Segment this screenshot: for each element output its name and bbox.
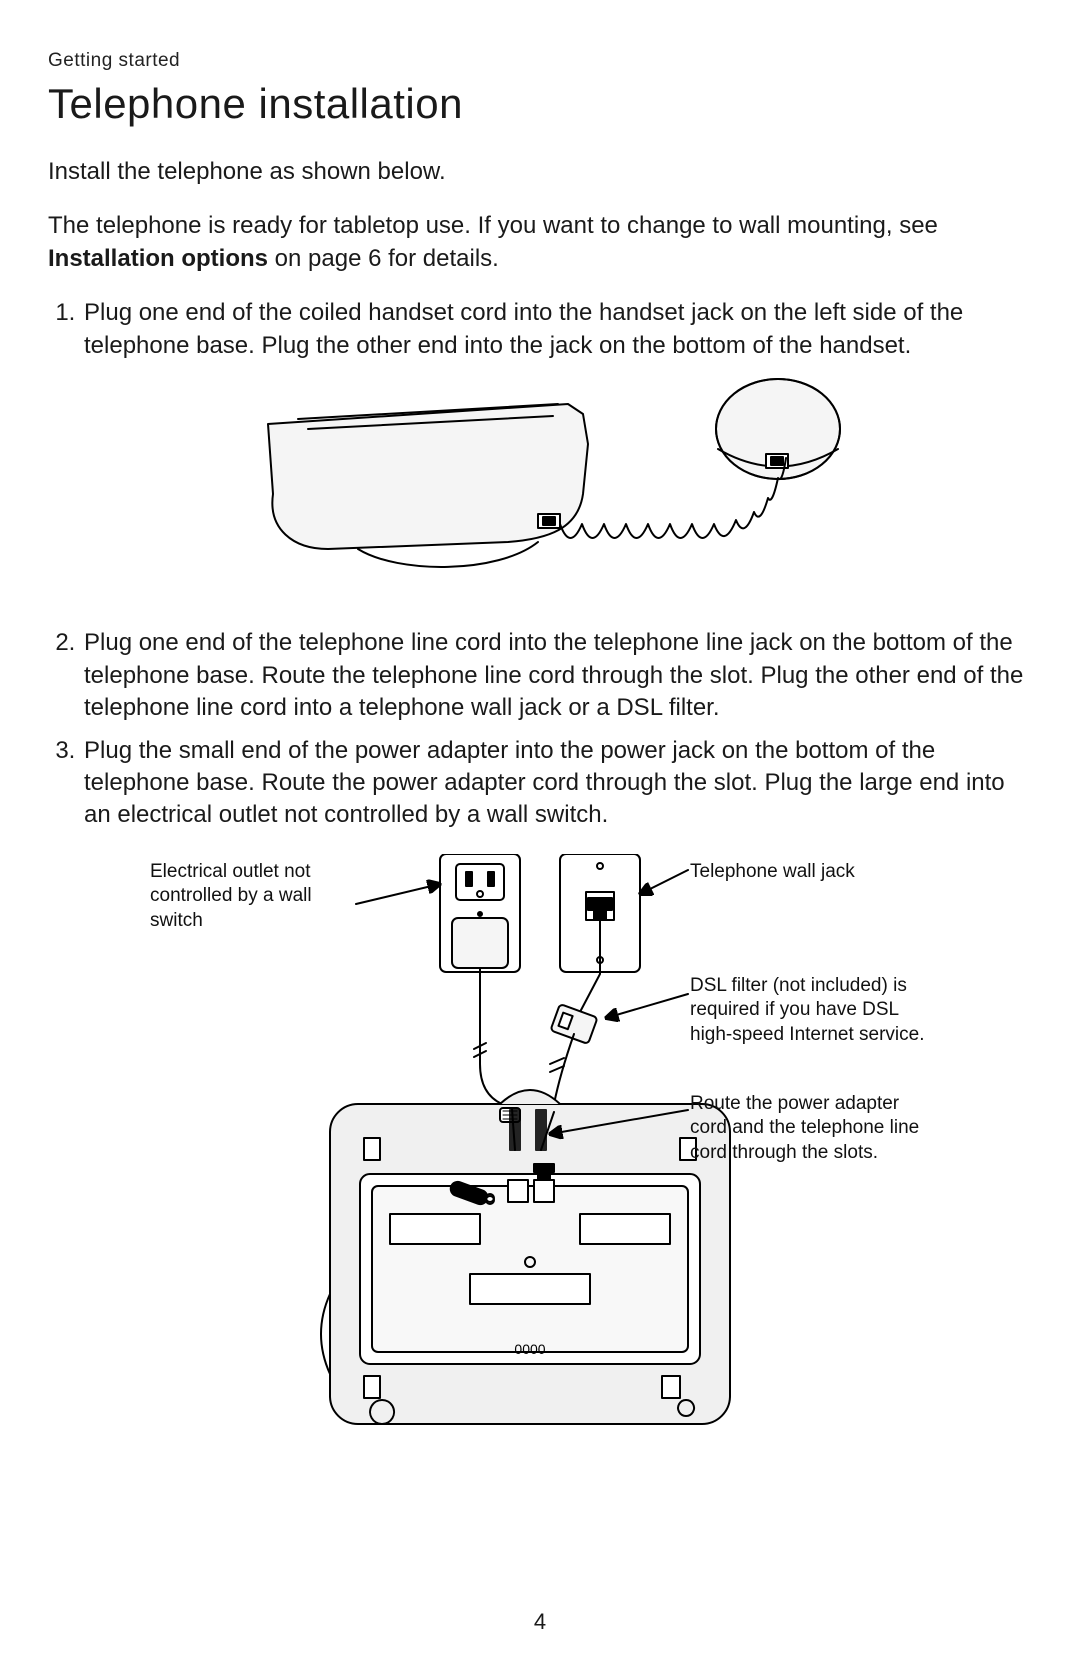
section-label: Getting started	[48, 50, 1032, 72]
intro-paragraph: Install the telephone as shown below.	[48, 156, 1032, 188]
step-1-text: Plug one end of the coiled handset cord …	[84, 299, 963, 358]
page-title: Telephone installation	[48, 80, 1032, 128]
figure-connections: Electrical outlet not controlled by a wa…	[150, 854, 930, 1439]
figure-handset-cord	[238, 374, 878, 613]
para2-pre: The telephone is ready for tabletop use.…	[48, 212, 938, 239]
handset-diagram-svg	[238, 374, 878, 604]
manual-page: Getting started Telephone installation I…	[0, 0, 1080, 1665]
callout-route: Route the power adapter cord and the tel…	[690, 1092, 930, 1166]
step-2: Plug one end of the telephone line cord …	[82, 627, 1032, 724]
para2-post: on page 6 for details.	[268, 245, 499, 272]
base-serial: 0000	[514, 1341, 545, 1357]
step-3: Plug the small end of the power adapter …	[82, 735, 1032, 832]
para2-bold: Installation options	[48, 245, 268, 272]
callout-outlet: Electrical outlet not controlled by a wa…	[150, 860, 360, 934]
mounting-paragraph: The telephone is ready for tabletop use.…	[48, 210, 1032, 275]
step-1: Plug one end of the coiled handset cord …	[82, 297, 1032, 613]
install-steps: Plug one end of the coiled handset cord …	[48, 297, 1032, 832]
callout-walljack: Telephone wall jack	[690, 860, 920, 885]
callout-dsl: DSL filter (not included) is required if…	[690, 974, 930, 1048]
page-number: 4	[0, 1609, 1080, 1635]
